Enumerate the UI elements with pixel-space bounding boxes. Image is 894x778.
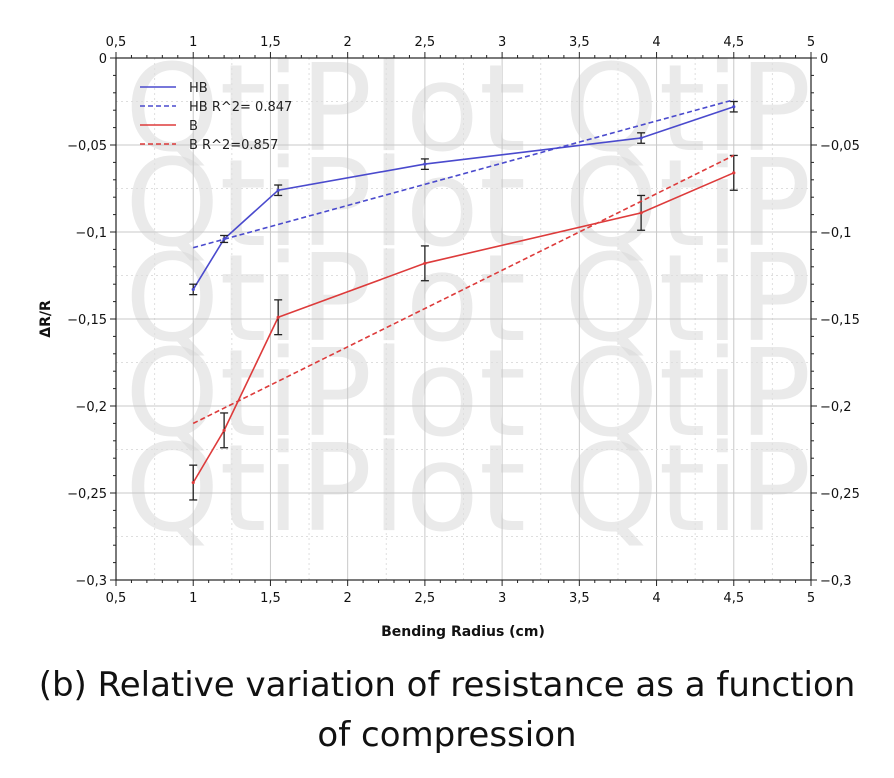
x-tick-label: 3: [498, 591, 506, 606]
y-tick-label-right: −0,3: [820, 574, 852, 589]
x-tick-label: 5: [807, 591, 815, 606]
data-point: [222, 428, 226, 432]
y-tick-label: −0,3: [75, 574, 107, 589]
y-tick-label-right: 0: [820, 52, 828, 67]
data-point: [639, 136, 643, 140]
x-tick-label-top: 2,5: [415, 35, 436, 50]
caption-line-1: (b) Relative variation of resistance as …: [38, 665, 856, 705]
y-tick-label: −0,2: [75, 400, 107, 415]
y-tick-label-right: −0,25: [820, 487, 860, 502]
x-tick-label-top: 3: [498, 35, 506, 50]
grid-layer: [115, 57, 812, 581]
x-tick-label-top: 5: [807, 35, 815, 50]
series-line-hb: [192, 105, 735, 290]
legend: HB HB R^2= 0.847 B B R^2=0.857: [140, 81, 292, 153]
data-point: [191, 480, 195, 485]
y-tick-label-right: −0,05: [820, 139, 860, 154]
data-point: [732, 171, 736, 175]
y-tick-label: −0,1: [75, 226, 107, 241]
x-tick-label: 0,5: [106, 591, 127, 606]
legend-label: B R^2=0.857: [189, 138, 278, 153]
series-line-b-r-2-0-857: [192, 154, 735, 425]
series-layer: [189, 99, 738, 501]
axes-layer: 0,5 0,5 1 1 1,5 1,5 2 2 2,5 2,5 3 3 3,5 3,5 4 4 4,5 4,5 5 5…: [67, 35, 860, 606]
data-point: [639, 211, 643, 215]
y-tick-label: −0,15: [67, 313, 107, 328]
data-point: [423, 162, 427, 166]
legend-label: HB: [189, 81, 208, 96]
x-tick-label-top: 1,5: [260, 35, 281, 50]
x-tick-label-top: 4,5: [723, 35, 744, 50]
x-tick-label: 1: [189, 591, 197, 606]
y-tick-label: −0,05: [67, 139, 107, 154]
data-point: [276, 315, 280, 319]
series-line-b: [192, 172, 735, 484]
x-tick-label: 2: [344, 591, 352, 606]
y-tick-label-right: −0,1: [820, 226, 852, 241]
figure-caption: (b) Relative variation of resistance as …: [0, 660, 894, 760]
x-tick-label: 1,5: [260, 591, 281, 606]
legend-label: B: [189, 119, 198, 134]
series-line-hb-r-2-0-847: [192, 99, 735, 249]
watermark-text: QtiPlot QtiPlot: [125, 420, 894, 559]
data-point: [732, 105, 736, 109]
caption-line-2: of compression: [317, 715, 577, 755]
y-axis-title: ΔR/R: [38, 300, 54, 338]
x-tick-label: 4,5: [723, 591, 744, 606]
x-tick-label-top: 2: [344, 35, 352, 50]
x-tick-label-top: 4: [652, 35, 660, 50]
data-point: [423, 261, 427, 265]
x-tick-label: 2,5: [415, 591, 436, 606]
watermark-text: QtiPlot QtiPlot: [125, 325, 894, 464]
y-tick-label-right: −0,15: [820, 313, 860, 328]
data-point: [276, 188, 280, 192]
x-tick-label: 3,5: [569, 591, 590, 606]
x-tick-label: 4: [652, 591, 660, 606]
y-tick-label: −0,25: [67, 487, 107, 502]
y-tick-label: 0: [99, 52, 107, 67]
y-tick-label-right: −0,2: [820, 400, 852, 415]
x-tick-label-top: 1: [189, 35, 197, 50]
data-point: [191, 287, 195, 292]
x-tick-label-top: 3,5: [569, 35, 590, 50]
x-tick-label-top: 0,5: [106, 35, 127, 50]
legend-label: HB R^2= 0.847: [189, 100, 292, 115]
x-axis-title: Bending Radius (cm): [381, 624, 545, 640]
